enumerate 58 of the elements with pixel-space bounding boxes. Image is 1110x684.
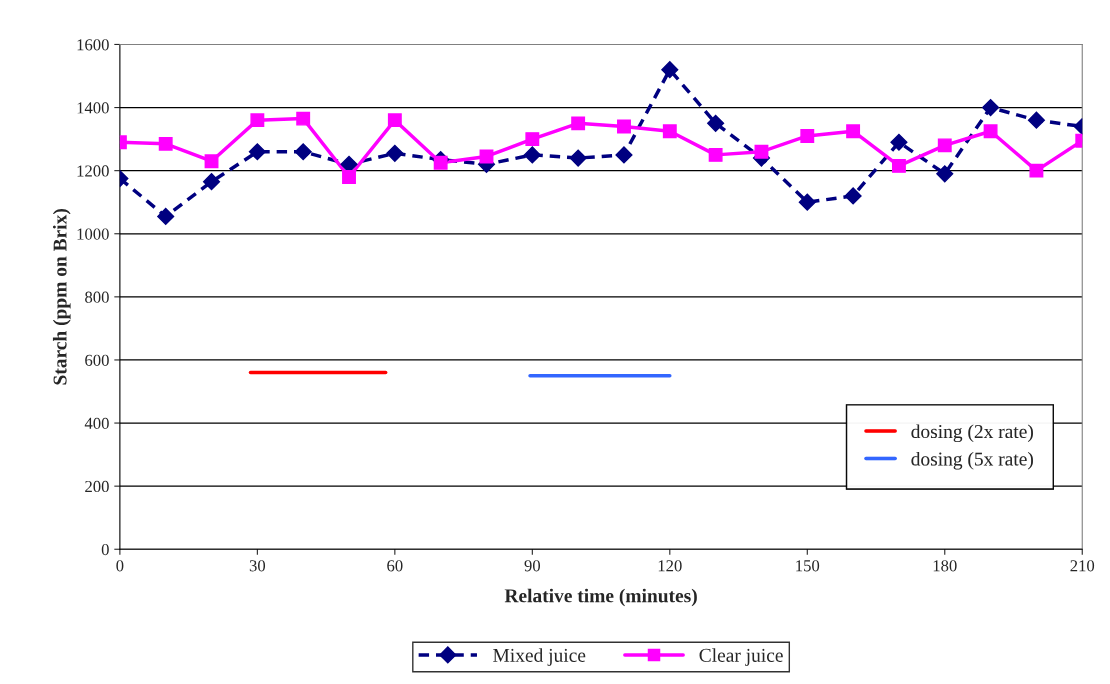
point [615, 146, 633, 164]
point [707, 114, 725, 132]
legend-label: Clear juice [699, 648, 783, 666]
legend-label: dosing (2x rate) [911, 424, 1033, 443]
y-tick-label: 200 [85, 480, 109, 493]
x-tick-label: 120 [658, 560, 682, 572]
point [708, 147, 723, 162]
point [569, 149, 587, 167]
point [937, 138, 952, 153]
x-tick-label: 90 [524, 560, 541, 572]
point [342, 170, 356, 184]
x-tick-label: 210 [1070, 560, 1095, 572]
point [294, 143, 312, 161]
point [844, 187, 862, 205]
legend-label: dosing (5x rate) [911, 451, 1033, 470]
point [525, 132, 540, 147]
point [617, 119, 631, 134]
y-tick-label: 1200 [77, 165, 109, 177]
point [982, 99, 1000, 117]
x-tick-label: 0 [116, 560, 124, 572]
y-tick-label: 1600 [77, 39, 109, 51]
point [571, 116, 586, 131]
point [523, 146, 541, 164]
point [798, 193, 816, 211]
x-tick-label: 60 [387, 560, 403, 572]
point [250, 113, 265, 128]
point [891, 158, 906, 173]
y-tick-label: 600 [85, 354, 109, 366]
y-tick-label: 400 [84, 417, 109, 429]
point [661, 61, 679, 79]
point [296, 111, 311, 126]
point [433, 155, 448, 170]
point [1029, 163, 1044, 178]
x-tick-label: 150 [796, 560, 820, 572]
legend-label: Mixed juice [493, 648, 586, 666]
point [983, 124, 998, 139]
point [386, 144, 404, 162]
x-tick-label: 180 [933, 560, 957, 572]
point [204, 154, 219, 169]
y-tick-label: 1000 [77, 228, 109, 240]
point [157, 207, 175, 225]
point [936, 165, 954, 183]
point [1027, 111, 1045, 129]
y-tick-label: 800 [85, 291, 109, 303]
point [202, 173, 221, 191]
x-tick-label: 30 [249, 560, 266, 572]
point [662, 124, 677, 139]
point [846, 124, 861, 139]
y-axis-title: Starch (ppm on Brix) [52, 209, 71, 385]
point [387, 113, 402, 128]
point [248, 143, 266, 161]
point [754, 144, 769, 159]
point [890, 133, 908, 151]
x-axis-title: Relative time (minutes) [504, 588, 697, 607]
point [800, 129, 815, 143]
y-tick-label: 0 [101, 543, 109, 556]
point [158, 136, 173, 151]
y-tick-label: 1400 [77, 102, 109, 114]
